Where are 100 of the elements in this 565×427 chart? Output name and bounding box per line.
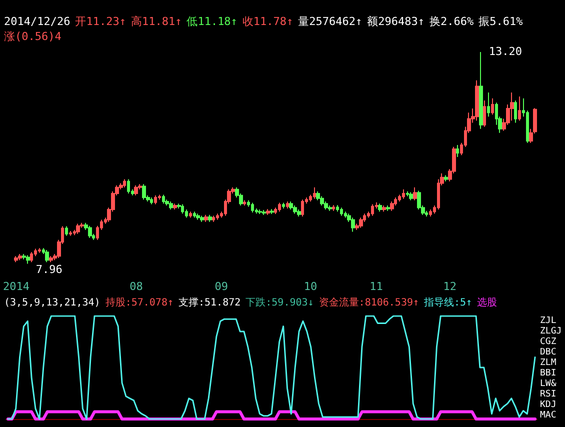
candlestick <box>491 98 494 116</box>
candlestick <box>26 254 30 264</box>
text: 收11.78↑ <box>242 15 294 28</box>
text: (3,5,9,13,21,34) <box>4 298 100 308</box>
candlestick <box>69 230 72 236</box>
candlestick <box>181 204 184 214</box>
x-tick-label: 11 <box>370 280 383 293</box>
candlestick <box>127 178 130 194</box>
candlestick <box>243 200 246 206</box>
candlestick <box>475 80 479 122</box>
candlestick <box>409 192 413 201</box>
text: LW& <box>540 378 557 389</box>
candlestick <box>313 186 316 200</box>
candlestick <box>154 194 157 205</box>
text: ZJL <box>540 316 556 326</box>
candlestick <box>134 184 138 196</box>
candlestick <box>18 254 22 261</box>
candlestick <box>212 215 215 222</box>
candlestick <box>270 208 274 214</box>
candlestick <box>88 225 92 238</box>
candlestick <box>14 256 18 263</box>
candlestick <box>382 205 386 212</box>
candlestick <box>293 205 297 214</box>
x-tick-label: 10 <box>304 280 318 293</box>
text: DBC <box>540 347 556 358</box>
text: 资金流量:8106.539↑ <box>318 296 420 308</box>
candlestick <box>344 211 347 218</box>
candlestick <box>162 194 165 204</box>
candlestick <box>378 203 382 212</box>
candlestick <box>251 202 254 214</box>
text: 2014/12/26 <box>4 15 70 28</box>
candlestick <box>444 174 448 182</box>
candlestick <box>406 190 409 197</box>
text: 额296483↑ <box>367 15 425 28</box>
candlestick <box>487 92 490 118</box>
candlestick <box>49 256 53 263</box>
candlestick <box>196 213 200 220</box>
text: 持股:57.078↑ <box>105 296 174 308</box>
candlestick <box>65 226 68 236</box>
text: 高11.81↑ <box>130 15 182 28</box>
candlestick <box>258 209 262 214</box>
x-tick-label: 12 <box>443 280 457 293</box>
text: KDJ <box>540 400 556 410</box>
candlestick <box>456 144 459 158</box>
candlestick <box>371 204 374 216</box>
candlestick <box>266 208 270 216</box>
candlestick <box>289 201 293 210</box>
text: 下跌:59.903↓ <box>246 296 314 308</box>
candlestick <box>479 52 483 130</box>
candlestick <box>200 215 204 222</box>
candlestick <box>38 248 41 254</box>
text: 开11.23↑ <box>75 15 126 28</box>
candlestick <box>189 211 192 218</box>
candlestick <box>204 214 208 222</box>
candlestick <box>359 217 363 228</box>
x-tick-label: 09 <box>214 280 228 293</box>
candlestick <box>142 184 146 200</box>
x-tick-label: 08 <box>130 280 143 293</box>
candlestick <box>386 205 390 212</box>
candlestick <box>216 213 219 220</box>
candlestick <box>150 196 153 205</box>
candlestick <box>518 96 521 122</box>
candlestick <box>45 250 49 263</box>
candlestick <box>274 207 277 214</box>
candlestick <box>173 203 177 210</box>
candlestick <box>30 252 33 263</box>
candlestick <box>351 217 355 232</box>
candlestick <box>262 209 266 216</box>
text: 指导线:5↑ <box>423 296 472 308</box>
candlestick <box>278 202 281 212</box>
text: 换2.66% <box>430 15 474 28</box>
text: 量2576462↑ <box>298 15 362 28</box>
candlestick <box>123 178 126 188</box>
x-tick-label: 2014 <box>2 280 30 293</box>
text: CGZ <box>540 336 557 347</box>
text: 支撑:51.872 <box>178 296 241 308</box>
candlestick <box>76 223 80 234</box>
candlestick <box>483 100 486 128</box>
candlestick <box>193 211 196 218</box>
candlestick <box>286 201 289 209</box>
candlestick <box>402 188 405 200</box>
text: 振5.61% <box>478 15 524 28</box>
candlestick <box>429 209 432 218</box>
text: 选股 <box>477 296 498 308</box>
text: ZLGJ <box>540 326 562 336</box>
candlestick <box>332 204 335 212</box>
candlestick <box>336 204 339 212</box>
candlestick <box>390 201 394 212</box>
annotation: 13.20 <box>488 45 522 58</box>
text: MAC <box>540 410 556 420</box>
candlestick <box>208 214 212 222</box>
candlestick <box>22 254 26 260</box>
candlestick <box>169 201 173 210</box>
candlestick <box>158 194 161 200</box>
text: RSI <box>540 389 556 400</box>
candlestick <box>340 207 343 216</box>
text: 低11.18↑ <box>186 15 238 28</box>
text: 涨(0.56)4 <box>4 30 62 43</box>
annotation: 7.96 <box>36 262 62 276</box>
candlestick <box>413 186 417 201</box>
